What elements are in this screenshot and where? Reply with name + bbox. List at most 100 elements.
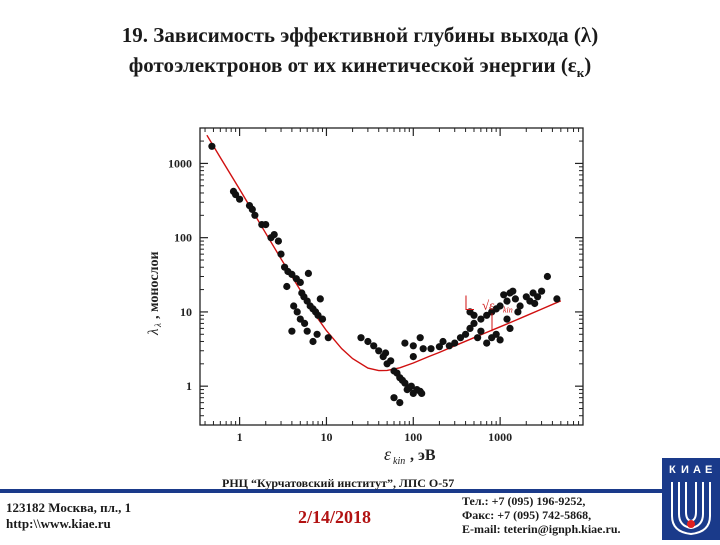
data-point [418,389,426,397]
title-line-2-sub: к [576,65,585,81]
data-point [470,311,478,319]
data-point [409,342,417,350]
data-point [456,334,465,342]
data-point [382,349,390,357]
title-line-2-main: фотоэлектронов от их кинетической энерги… [128,53,577,77]
data-point [509,287,517,295]
logo-dot [687,520,695,528]
data-point [288,270,296,278]
title-line-2-end: ) [584,53,592,77]
logo-arc-outer [671,482,711,536]
data-point [318,315,327,323]
data-point [296,278,304,286]
data-point [301,319,309,327]
data-point [293,308,301,316]
x-tick-label: 10 [320,430,332,444]
data-point [506,324,514,332]
logo-graphic: К И А Е [662,458,720,540]
data-point [503,297,511,305]
logo-letter-2: И [681,464,689,476]
y-tick-label: 10 [180,305,192,319]
data-point [304,269,312,277]
data-point [477,315,485,323]
fit-curve [206,134,562,372]
data-point [364,337,372,346]
data-point [496,302,504,310]
title-line-1: 19. Зависимость эффективной глубины выхо… [121,23,599,47]
data-point [514,308,522,316]
data-point [427,345,435,353]
data-point [262,221,270,229]
data-point [511,295,519,303]
data-point [531,299,539,308]
data-point [483,339,491,347]
title-line-2: фотоэлектронов от их кинетической энерги… [0,50,720,88]
annotation-label-sub: kin [503,305,513,314]
data-point [390,394,398,402]
data-point [500,291,508,299]
x-axis-label-sub: kin [393,456,405,467]
data-point [407,382,415,390]
slide-title: 19. Зависимость эффективной глубины выхо… [0,20,720,88]
data-point [324,334,332,342]
footer-phone: Тел.: +7 (095) 196-9252, [462,494,586,508]
data-point [370,342,378,350]
footer-date: 2/14/2018 [298,507,372,527]
data-point [375,347,383,355]
annotation-label: √ε [482,297,495,312]
data-point [553,295,561,303]
data-point [543,272,552,281]
footer-address: 123182 Москва, пл., 1 http:\\www.kiae.ru [6,500,131,532]
footer-divider [0,489,720,493]
data-point [419,345,427,353]
footer-contacts: Тел.: +7 (095) 196-9252, Факс: +7 (095) … [462,494,621,536]
data-point [401,339,409,347]
plot-frame [199,127,584,426]
x-tick-label: 1 [237,430,243,444]
data-point [503,315,511,323]
data-point [208,142,216,150]
data-point [236,195,244,203]
footer-fax: Факс: +7 (095) 742-5868, [462,508,592,522]
data-point [445,342,453,350]
data-point [313,330,321,338]
data-point [316,295,324,303]
data-point [529,289,537,297]
data-point [474,334,482,342]
data-point [288,327,296,335]
x-tick-label: 100 [404,430,422,444]
data-point [496,336,504,344]
y-axis-label: λ [146,328,162,336]
logo-letter-1: К [669,464,676,476]
data-point [409,353,417,361]
y-tick-label: 1000 [168,156,192,170]
data-point [462,330,470,338]
data-point [303,327,311,335]
x-axis-unit: , эВ [410,447,436,464]
data-point [492,330,500,338]
footer-email[interactable]: E-mail: teterin@ignph.kiae.ru. [462,522,621,536]
x-axis-label: ε [384,444,392,464]
data-point [396,399,404,407]
data-point [270,231,278,239]
annotation-marker [465,295,474,310]
footer-org: РНЦ “Курчатовский институт”, ЛПС О-57 [222,476,455,490]
data-point [477,327,485,335]
data-point [416,334,424,342]
footer-url[interactable]: http:\\www.kiae.ru [6,516,111,531]
footer-address-line-1: 123182 Москва, пл., 1 [6,500,132,515]
data-point [309,337,317,346]
data-point [277,250,285,258]
data-point [466,324,474,332]
logo-letter-4: Е [705,464,712,476]
kiae-logo: К И А Е [662,458,720,540]
data-point [290,302,298,310]
data-point [387,357,395,365]
data-point [248,205,256,213]
y-tick-label: 100 [174,231,192,245]
data-point [435,343,443,351]
y-axis-unit: , монослои [147,251,162,319]
data-point [516,302,524,310]
x-tick-label: 1000 [488,430,512,444]
